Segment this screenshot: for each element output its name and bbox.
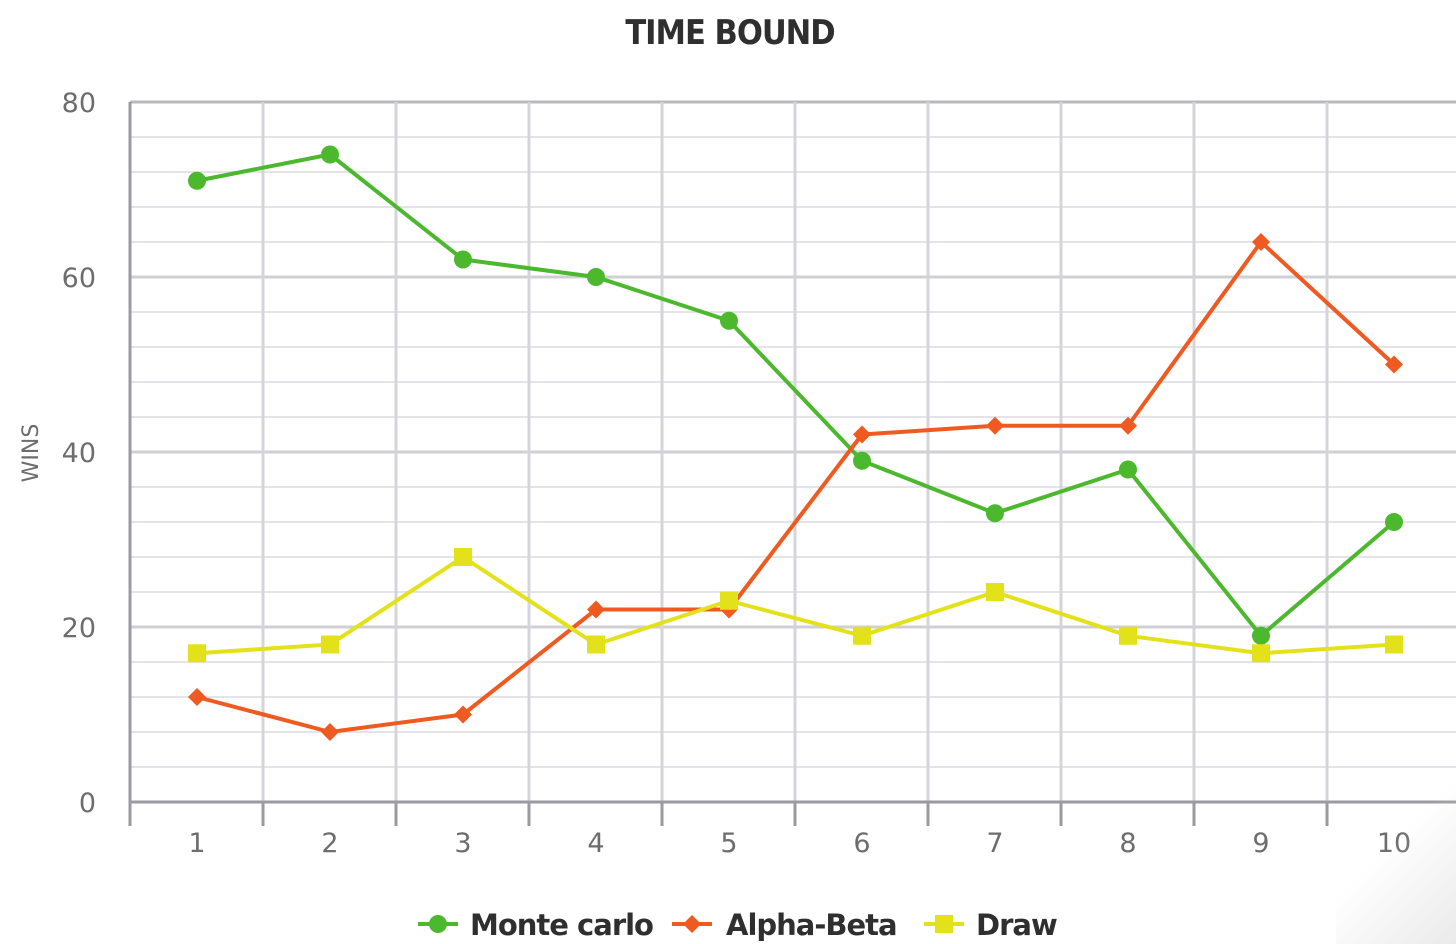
data-point — [720, 591, 738, 610]
data-point — [853, 425, 871, 444]
series-line — [196, 555, 1395, 656]
data-point — [853, 451, 871, 470]
x-tick-label: 3 — [454, 828, 471, 859]
data-point — [986, 416, 1004, 435]
legend-label: Alpha-Beta — [726, 908, 897, 942]
data-point — [188, 644, 206, 663]
data-point — [587, 600, 605, 619]
x-tick-label: 5 — [720, 828, 737, 859]
legend: Monte carlo Alpha-Beta Draw — [418, 908, 1058, 942]
data-point — [188, 171, 206, 190]
data-point — [1385, 355, 1403, 374]
data-point — [1252, 626, 1270, 645]
legend-item: Draw — [924, 908, 1058, 942]
y-tick-label: 40 — [62, 438, 96, 469]
y-tick-label: 80 — [62, 88, 96, 119]
grid-layer — [130, 100, 1456, 802]
x-tick-label: 1 — [188, 828, 205, 859]
data-point — [1252, 644, 1270, 663]
data-point — [720, 311, 738, 330]
data-point — [1385, 635, 1403, 654]
x-tick-label: 10 — [1377, 828, 1411, 859]
data-point — [1252, 233, 1270, 251]
data-point — [853, 626, 871, 645]
series-monte-carlo — [188, 145, 1403, 645]
x-tick-label: 4 — [587, 828, 604, 859]
legend-label: Monte carlo — [470, 908, 653, 942]
data-point — [587, 635, 605, 654]
y-tick-label: 60 — [62, 263, 96, 294]
data-point — [986, 504, 1004, 523]
legend-swatch-marker — [683, 915, 701, 933]
data-point — [1119, 626, 1137, 645]
series-layer — [188, 145, 1403, 741]
data-point — [1385, 513, 1403, 531]
y-tick-label: 0 — [79, 788, 96, 819]
data-point — [1119, 416, 1137, 435]
y-tick-label: 20 — [62, 613, 96, 644]
data-point — [321, 723, 339, 741]
axis-layer: 0 20 40 60 80 1 2 3 4 5 6 7 8 9 10 — [62, 88, 1456, 859]
data-point — [188, 688, 206, 706]
x-tick-label: 8 — [1119, 828, 1136, 859]
chart-title: TIME BOUND — [625, 13, 834, 53]
data-point — [1119, 460, 1137, 479]
x-tick-label: 9 — [1252, 828, 1269, 859]
series-alpha-beta — [188, 233, 1403, 741]
data-point — [454, 705, 472, 724]
data-point — [321, 145, 339, 164]
legend-item: Monte carlo — [418, 908, 654, 942]
x-tick-label: 6 — [853, 828, 870, 859]
series-line — [196, 152, 1396, 638]
legend-label: Draw — [976, 908, 1057, 942]
legend-item: Alpha-Beta — [672, 908, 898, 942]
data-point — [587, 268, 605, 286]
legend-swatch-marker — [935, 915, 953, 933]
data-point — [986, 583, 1004, 601]
x-tick-label: 2 — [321, 828, 338, 859]
data-point — [454, 548, 472, 566]
data-point — [321, 635, 339, 654]
y-axis-label: WINS — [19, 424, 44, 483]
legend-swatch-marker — [429, 915, 447, 933]
series-draw — [188, 548, 1403, 663]
data-point — [454, 250, 472, 269]
series-line — [196, 240, 1396, 734]
x-tick-label: 7 — [986, 828, 1003, 859]
